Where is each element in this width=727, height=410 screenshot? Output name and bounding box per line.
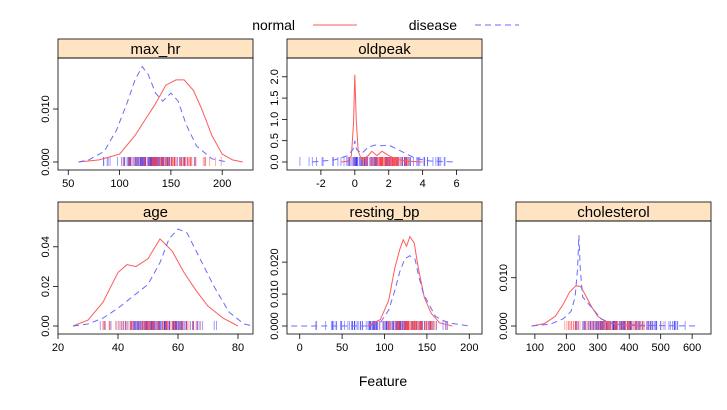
density-line-normal [367,235,453,327]
plot-content [291,235,470,330]
x-tick-label: 100 [526,342,544,354]
panel-max_hr: max_hr 50 100 150 200 0.000 0.010 [40,38,254,190]
panel-resting_bp: resting_bp 0 50 100 150 200 0.000 0.010 0.020 [269,201,483,354]
y-tick-label: 0.00 [40,315,52,336]
x-tick-label: 150 [162,178,180,190]
rug [103,157,222,166]
panel-title: resting_bp [349,204,419,221]
x-tick-label: 20 [52,342,64,354]
plot-content [72,228,253,330]
x-tick-label: 0 [352,178,358,190]
density-line-disease [72,228,253,327]
panel-age: age 20 40 60 80 0.00 0.02 0.04 [40,201,254,354]
y-tick-label: 1.5 [269,90,281,105]
x-tick-label: 0 [297,342,303,354]
y-tick-label: 0.5 [269,133,281,148]
density-line-disease [78,65,228,163]
density-line-disease [291,255,470,327]
x-tick-label: 60 [172,342,184,354]
plot-area [57,220,254,335]
x-tick-label: 6 [454,178,460,190]
panel-oldpeak: oldpeak -2 0 2 4 6 0.0 0.5 1.0 1.5 2.0 [269,38,483,190]
y-tick-label: 0.000 [40,148,52,176]
x-tick-label: -2 [316,178,326,190]
x-tick-label: 200 [557,342,575,354]
x-tick-label: 50 [62,178,74,190]
plot-area [286,220,483,335]
legend: normal disease [252,17,519,33]
rug [564,321,686,330]
density-line-normal [531,285,646,327]
plot-content [531,235,699,330]
x-tick-label: 50 [336,342,348,354]
x-tick-label: 2 [386,178,392,190]
x-tick-label: 200 [213,178,231,190]
panel-title: oldpeak [358,41,411,58]
y-tick-label: 0.02 [40,276,52,297]
y-tick-label: 0.020 [269,248,281,276]
x-tick-label: 80 [232,342,244,354]
plot-area [57,57,254,171]
panel-title: age [143,204,168,221]
x-tick-label: 150 [418,342,436,354]
x-tick-label: 100 [110,178,128,190]
rug [99,321,217,330]
x-tick-label: 300 [589,342,607,354]
plot-content [299,74,457,166]
y-tick-label: 0.0 [269,154,281,169]
y-tick-label: 0.04 [40,236,52,257]
x-tick-label: 200 [460,342,478,354]
x-tick-label: 100 [375,342,393,354]
x-axis-title: Feature [359,373,407,389]
density-line-normal [78,79,243,163]
y-tick-label: 2.0 [269,69,281,84]
legend-label-disease: disease [409,17,457,33]
panel-cholesterol: cholesterol 100 200 300 400 500 600 0.000 0.010 [498,201,712,354]
x-tick-label: 40 [112,342,124,354]
plot-area [515,220,712,335]
plot-content [78,65,243,166]
x-tick-label: 400 [620,342,638,354]
y-tick-label: 1.0 [269,112,281,127]
panel-title: cholesterol [577,204,650,221]
density-line-disease [531,235,699,327]
density-line-normal [341,74,423,163]
y-tick-label: 0.010 [498,264,510,292]
x-tick-label: 600 [683,342,701,354]
y-tick-label: 0.000 [498,312,510,340]
x-tick-label: 4 [420,178,426,190]
density-line-normal [72,238,239,327]
y-tick-label: 0.010 [40,95,52,123]
y-tick-label: 0.010 [269,280,281,308]
panel-title: max_hr [130,41,180,58]
x-tick-label: 500 [651,342,669,354]
rug [299,157,446,166]
plot-area [286,57,483,171]
legend-label-normal: normal [252,17,295,33]
density-line-disease [312,140,457,163]
y-tick-label: 0.000 [269,312,281,340]
